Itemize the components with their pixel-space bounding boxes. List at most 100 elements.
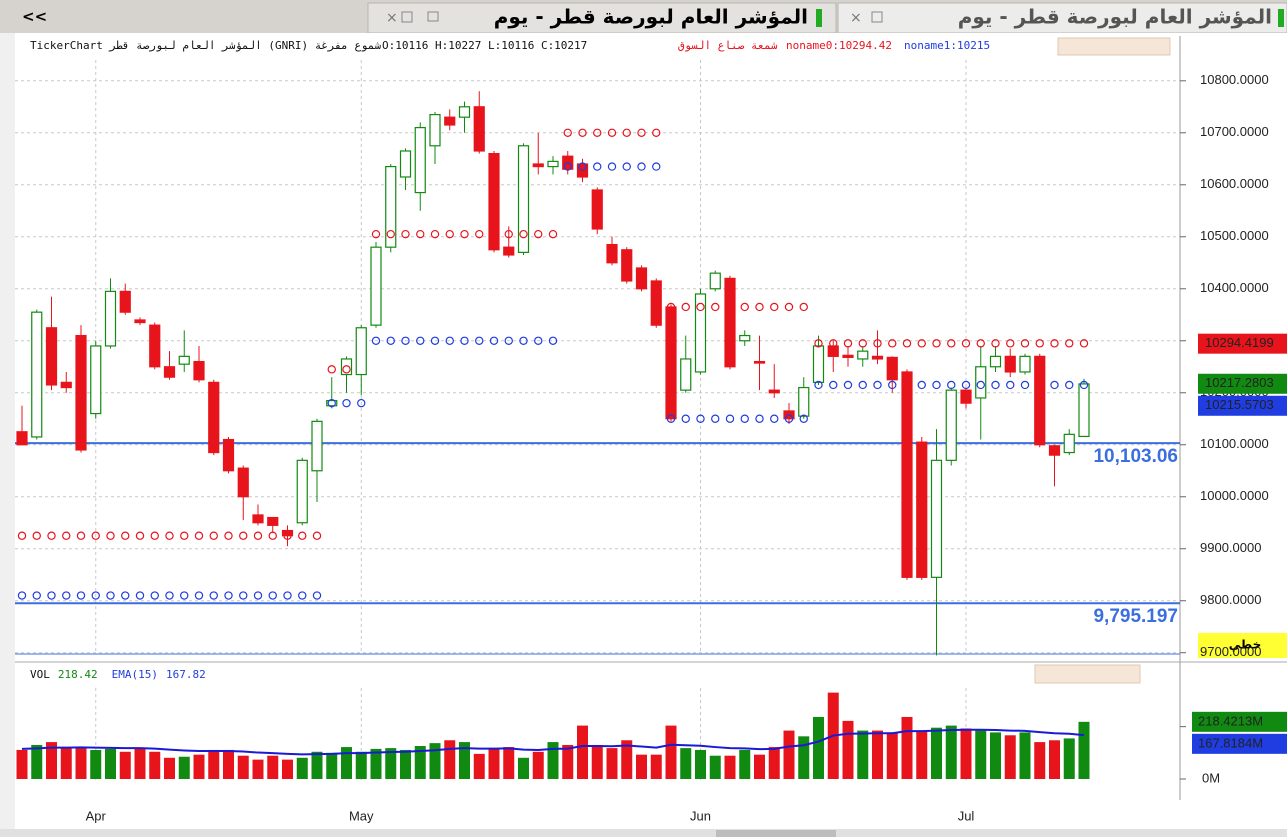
indicator-dot — [961, 339, 971, 348]
indicator-dot — [725, 302, 735, 312]
indicator-dot — [843, 339, 853, 348]
indicator-dot — [652, 162, 661, 171]
value-badge-label: 167.8184M — [1198, 735, 1263, 750]
indicator-dot — [784, 414, 794, 423]
volume-bar — [75, 747, 87, 779]
tab-title[interactable]: المؤشر العام لبورصة قطر - يوم — [494, 5, 808, 29]
volume-bar — [680, 748, 692, 779]
pane-toolbar[interactable] — [1034, 664, 1141, 684]
tab-float[interactable] — [427, 11, 439, 22]
candle-body — [635, 267, 648, 290]
indicator-dot — [622, 128, 631, 137]
volume-bar — [547, 742, 559, 779]
candle-body — [370, 246, 382, 326]
pane-toolbar[interactable] — [1057, 37, 1171, 56]
candle-body — [178, 355, 190, 365]
volume-bar — [90, 749, 102, 779]
indicator-dot — [593, 162, 602, 171]
candle-body — [1004, 355, 1016, 373]
indicator-dot — [932, 380, 941, 390]
indicator-dot — [755, 414, 764, 423]
y-tick-label: 10400.0000 — [1200, 280, 1269, 295]
candle-body — [960, 389, 972, 404]
indicator-dot — [829, 339, 838, 348]
tab-title[interactable]: المؤشر العام لبورصة قطر - يوم — [958, 5, 1272, 29]
indicator-dot — [32, 591, 41, 600]
indicator-dot — [268, 591, 277, 600]
indicator-dot — [814, 339, 823, 348]
scale-mode[interactable]: خطي — [1229, 638, 1261, 652]
volume-bar — [798, 736, 810, 779]
tab-close[interactable]: × — [386, 10, 398, 26]
indicator-dot — [1079, 339, 1089, 348]
candle-body — [252, 514, 264, 524]
candle-body — [591, 189, 603, 230]
indicator-dot — [961, 380, 971, 390]
indicator-dot — [106, 591, 115, 600]
x-tick-label: Jul — [958, 808, 975, 823]
indicator-dot — [475, 229, 484, 239]
indicator-dot — [947, 339, 956, 348]
indicator-dot — [283, 531, 292, 540]
value-badge — [1192, 711, 1287, 732]
tab[interactable] — [367, 2, 837, 34]
indicator-dot — [858, 339, 867, 348]
indicator-dot — [460, 229, 469, 239]
volume-bar — [768, 747, 780, 779]
indicator-dot — [239, 531, 248, 540]
candle-body — [798, 386, 810, 417]
indicator-dot — [150, 531, 159, 540]
scale-mode-box[interactable] — [1198, 633, 1287, 658]
indicator-dot — [47, 531, 56, 540]
indicator-dot — [1006, 380, 1015, 390]
indicator-dot — [150, 591, 159, 600]
series-name: EMA(15) — [112, 668, 158, 681]
tab-max[interactable] — [871, 11, 883, 23]
indicator-dot — [224, 591, 233, 600]
indicator-dot — [416, 229, 425, 239]
volume-bar — [1049, 740, 1060, 779]
indicator-dot — [1006, 339, 1015, 348]
volume-bar — [60, 747, 72, 779]
scroll-thumb[interactable] — [716, 830, 836, 837]
candle-body — [281, 529, 294, 537]
volume-bar — [754, 754, 765, 779]
indicator-dot — [711, 414, 720, 423]
volume-bar — [311, 751, 323, 779]
indicator-dot — [135, 591, 145, 600]
indicator-dot — [357, 398, 366, 408]
indicator-dot — [740, 414, 749, 423]
volume-bar — [709, 755, 721, 779]
tab-close[interactable]: × — [850, 10, 862, 26]
indicator-dot — [873, 339, 882, 348]
indicator-dot — [489, 229, 499, 239]
volume-bar — [665, 725, 677, 779]
volume-bar — [606, 748, 618, 779]
value-badge-label: 218.4213M — [1198, 713, 1263, 728]
indicator-dot — [652, 128, 661, 137]
indicator-dot — [62, 591, 71, 600]
candle-body — [930, 459, 943, 578]
indicator-dot — [607, 128, 617, 137]
nav-button[interactable]: << — [22, 8, 47, 26]
volume-bar — [414, 746, 426, 779]
volume-bar — [916, 730, 928, 779]
indicator-dot — [91, 591, 100, 600]
indicator-dot — [637, 128, 646, 137]
indicator-dot — [519, 229, 528, 239]
volume-bar — [886, 732, 898, 779]
price-badge — [1198, 395, 1287, 416]
y-tick-label: 9800.0000 — [1200, 592, 1261, 607]
x-tick-label: Apr — [86, 808, 107, 823]
candle-body — [680, 358, 692, 391]
indicator-dot — [371, 336, 381, 345]
tab-max[interactable] — [401, 11, 413, 23]
scrollbar[interactable] — [0, 829, 1287, 837]
volume-bar — [945, 725, 957, 779]
indicator-dot — [342, 398, 351, 408]
candle-body — [753, 360, 766, 364]
volume-bar — [164, 757, 175, 779]
indicator-dot — [47, 591, 56, 600]
candle-body — [709, 272, 721, 290]
indicator-dot — [932, 339, 941, 348]
